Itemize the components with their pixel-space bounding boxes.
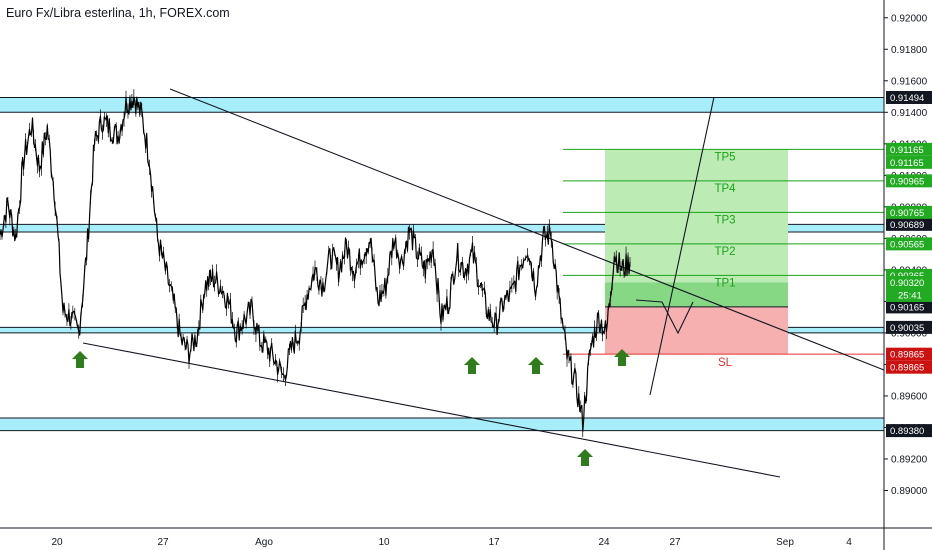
tp-label: TP3 bbox=[714, 214, 735, 226]
tp-price-tag-bg bbox=[886, 174, 932, 188]
x-tick-label: 4 bbox=[846, 537, 852, 548]
up-arrow-icon bbox=[464, 357, 480, 374]
tp-price-tag-bg bbox=[886, 142, 932, 156]
sl-price-tag: 0.89865 bbox=[886, 347, 932, 361]
tp-price-tag-text: 0.90565 bbox=[890, 239, 924, 250]
sl-dup-price-tag: 0.89865 bbox=[886, 360, 932, 374]
x-tick-label: Ago bbox=[255, 537, 273, 548]
entry-price-tag-bg bbox=[886, 300, 932, 314]
sl-zone bbox=[605, 306, 788, 355]
tp-label: TP5 bbox=[714, 151, 735, 163]
sr-price-tag: 0.89380 bbox=[886, 424, 932, 438]
y-tick-label: 0.90000 bbox=[891, 328, 928, 339]
sr-price-tag: 0.90689 bbox=[886, 217, 932, 231]
sr-price-tag: 0.91494 bbox=[886, 90, 932, 104]
sr-price-tag-text: 0.90689 bbox=[890, 220, 924, 231]
y-tick-label: 0.91400 bbox=[891, 108, 928, 119]
tp-price-tag-bg bbox=[886, 205, 932, 219]
x-tick-label: 20 bbox=[51, 537, 63, 548]
tp-filled-zone bbox=[605, 282, 788, 307]
sr-zone bbox=[0, 224, 884, 233]
tp-price-tag: 0.90965 bbox=[886, 174, 932, 188]
tp-price-tag-text: 0.91165 bbox=[890, 145, 924, 156]
x-tick-label: 27 bbox=[157, 537, 169, 548]
sl-dup-price-tag-text: 0.89865 bbox=[890, 363, 924, 374]
tp-price-tag-text: 0.90765 bbox=[890, 208, 924, 219]
x-tick-label: 10 bbox=[378, 537, 390, 548]
tp-label: TP4 bbox=[714, 183, 736, 195]
x-tick-label: Sep bbox=[776, 537, 794, 548]
x-tick-label: 27 bbox=[669, 537, 681, 548]
trend-line bbox=[169, 88, 885, 371]
countdown-text: 25:41 bbox=[898, 290, 922, 301]
up-arrow-icon bbox=[72, 351, 88, 368]
tp-label: TP2 bbox=[714, 246, 735, 258]
sr-price-tag-bg bbox=[886, 90, 932, 104]
sr-price-tag-bg bbox=[886, 424, 932, 438]
current-price-tag-text: 0.90320 bbox=[890, 278, 924, 289]
sr-price-tag-text: 0.89380 bbox=[890, 426, 924, 437]
chart-title: Euro Fx/Libra esterlina, 1h, FOREX.com bbox=[6, 6, 230, 20]
trend-line bbox=[649, 96, 715, 396]
sl-label: SL bbox=[718, 357, 733, 369]
sr-price-tag-bg bbox=[886, 217, 932, 231]
x-tick-label: 24 bbox=[598, 537, 610, 548]
current-price-tag-bg bbox=[886, 275, 932, 302]
tp5-dup-price-tag: 0.91165 bbox=[886, 155, 932, 169]
y-tick-label: 0.89000 bbox=[891, 486, 928, 497]
sl-price-tag-bg bbox=[886, 347, 932, 361]
tp-zone bbox=[605, 149, 788, 307]
tp5-dup-price-tag-text: 0.91165 bbox=[890, 158, 924, 169]
y-tick-label: 0.92000 bbox=[891, 13, 928, 24]
trend-line bbox=[82, 342, 781, 478]
entry-price-tag: 0.90165 bbox=[886, 300, 932, 314]
sr-price-tag: 0.90035 bbox=[886, 320, 932, 334]
up-arrow-icon bbox=[614, 349, 630, 366]
sl-dup-price-tag-bg bbox=[886, 360, 932, 374]
entry-price-tag-text: 0.90165 bbox=[890, 302, 924, 313]
y-tick-label: 0.89600 bbox=[891, 391, 928, 402]
tp-price-tag-bg bbox=[886, 237, 932, 251]
projection-line bbox=[635, 299, 694, 335]
sr-price-tag-bg bbox=[886, 320, 932, 334]
x-tick-label: 17 bbox=[488, 537, 500, 548]
tp-label: TP1 bbox=[714, 277, 735, 289]
y-tick-label: 0.89200 bbox=[891, 454, 928, 465]
y-tick-label: 0.91600 bbox=[891, 76, 928, 87]
tp5-dup-price-tag-bg bbox=[886, 155, 932, 169]
sr-price-tag-text: 0.90035 bbox=[890, 323, 924, 334]
tp-price-tag: 0.90565 bbox=[886, 237, 932, 251]
sr-zone bbox=[0, 327, 884, 333]
tp-price-tag: 0.91165 bbox=[886, 142, 932, 156]
up-arrow-icon bbox=[577, 449, 593, 466]
sr-zone bbox=[0, 418, 884, 431]
up-arrow-icon bbox=[528, 357, 544, 374]
tp-price-tag-text: 0.90965 bbox=[890, 176, 924, 187]
y-tick-label: 0.91800 bbox=[891, 45, 928, 56]
sr-price-tag-text: 0.91494 bbox=[890, 93, 924, 104]
sl-price-tag-text: 0.89865 bbox=[890, 350, 924, 361]
tp-price-tag: 0.90765 bbox=[886, 205, 932, 219]
